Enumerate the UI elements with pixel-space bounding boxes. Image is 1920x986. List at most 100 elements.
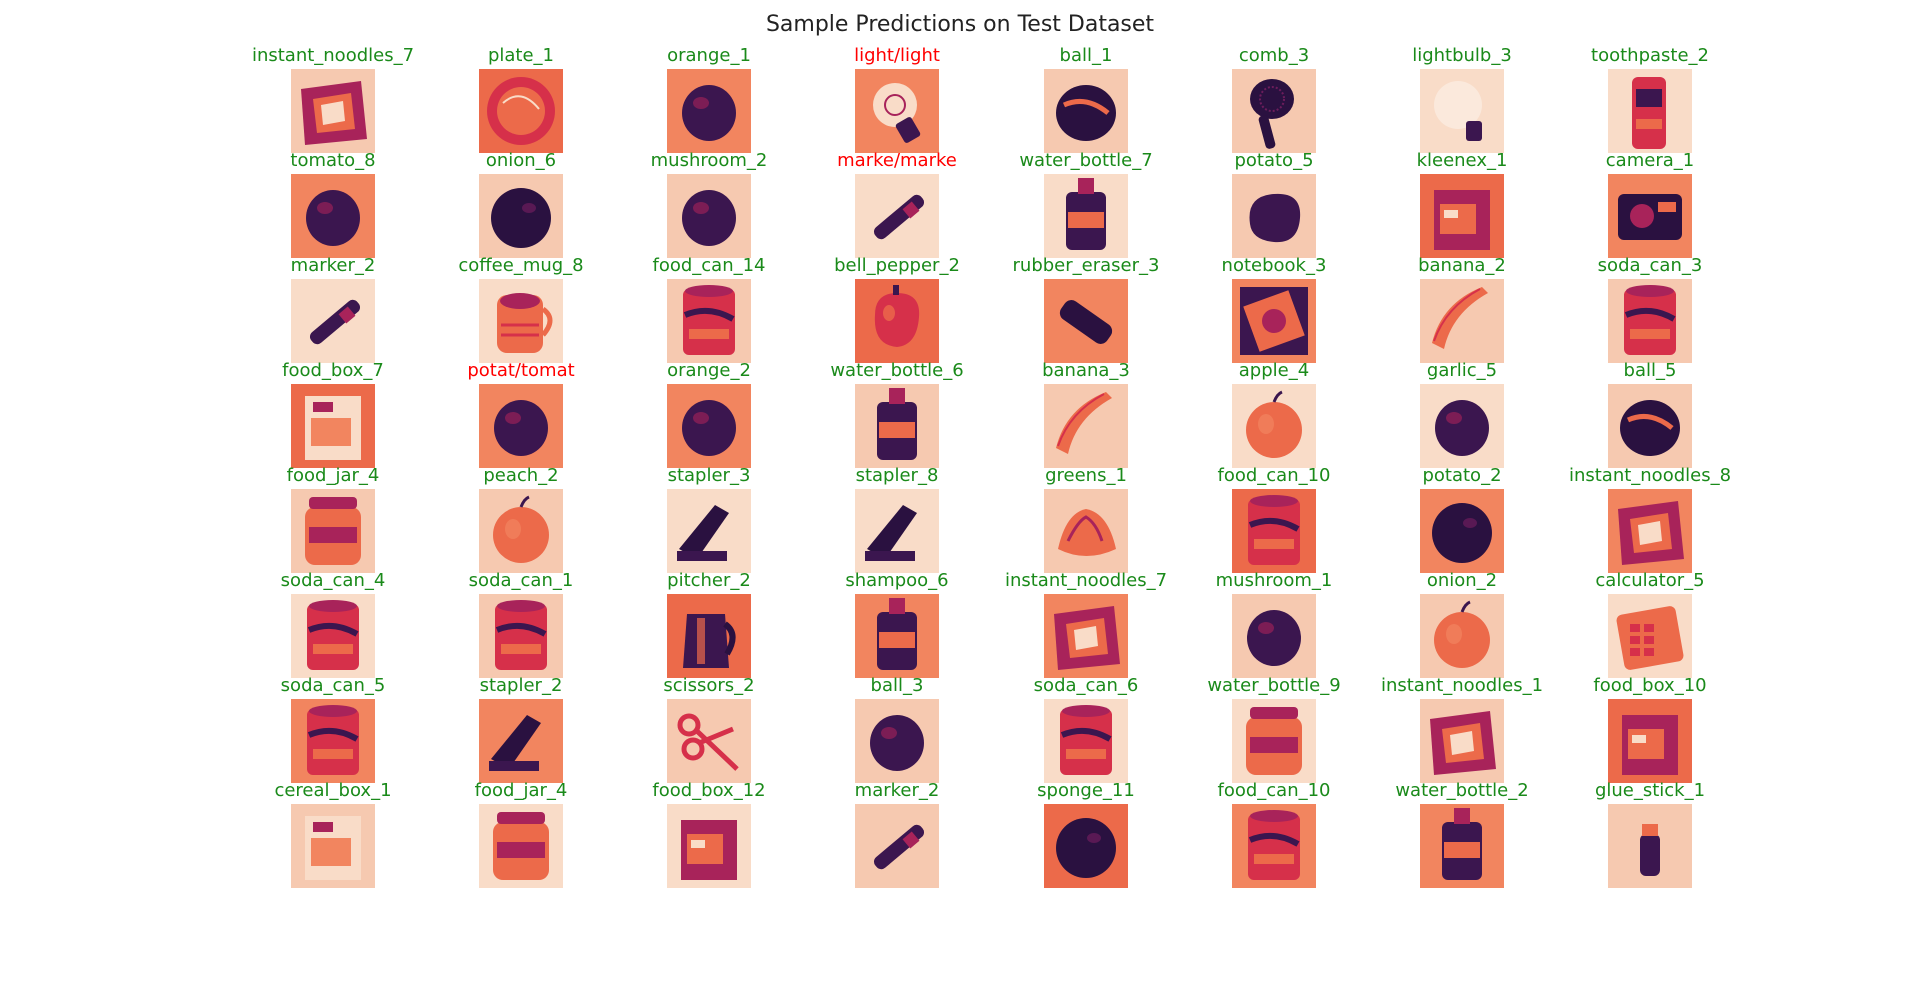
sample-cell: mushroom_2 <box>624 150 794 258</box>
sample-label: water_bottle_6 <box>830 360 964 381</box>
sample-label: food_box_12 <box>652 780 766 801</box>
figure-title: Sample Predictions on Test Dataset <box>765 12 1155 37</box>
sample-cell: greens_1 <box>1001 465 1171 573</box>
sample-thumbnail <box>667 384 751 468</box>
sample-thumbnail <box>1232 594 1316 678</box>
sample-label: toothpaste_2 <box>1591 45 1709 66</box>
sample-label: mushroom_2 <box>650 150 768 171</box>
sample-label: stapler_8 <box>855 465 939 486</box>
sample-thumbnail <box>855 384 939 468</box>
sample-cell: ball_3 <box>812 675 982 783</box>
sample-label: notebook_3 <box>1221 255 1327 276</box>
sample-cell: mushroom_1 <box>1189 570 1359 678</box>
sample-cell: stapler_3 <box>624 465 794 573</box>
sample-cell: plate_1 <box>436 45 606 153</box>
sample-cell: water_bottle_7 <box>1001 150 1171 258</box>
sample-thumbnail <box>291 279 375 363</box>
sample-label: calculator_5 <box>1595 570 1705 591</box>
sample-thumbnail <box>291 384 375 468</box>
sample-cell: soda_can_3 <box>1565 255 1735 363</box>
sample-label: onion_6 <box>485 150 557 171</box>
sample-cell: banana_2 <box>1377 255 1547 363</box>
sample-thumbnail <box>667 699 751 783</box>
sample-cell: potato_2 <box>1377 465 1547 573</box>
sample-label: kleenex_1 <box>1416 150 1508 171</box>
sample-label: pitcher_2 <box>667 570 751 591</box>
sample-thumbnail <box>479 699 563 783</box>
sample-thumbnail <box>291 594 375 678</box>
sample-thumbnail <box>855 279 939 363</box>
sample-cell: instant_noodles_7 <box>248 45 418 153</box>
sample-label: instant_noodles_8 <box>1568 465 1732 486</box>
sample-thumbnail <box>855 174 939 258</box>
sample-label: food_jar_4 <box>474 780 568 801</box>
sample-label: greens_1 <box>1045 465 1127 486</box>
sample-thumbnail <box>667 804 751 888</box>
sample-label: rubber_eraser_3 <box>1012 255 1160 276</box>
sample-label: tomato_8 <box>290 150 376 171</box>
sample-thumbnail <box>1420 804 1504 888</box>
sample-cell: peach_2 <box>436 465 606 573</box>
sample-cell: marke/marke <box>812 150 982 258</box>
sample-cell: soda_can_6 <box>1001 675 1171 783</box>
sample-label: camera_1 <box>1605 150 1695 171</box>
sample-label: potato_2 <box>1422 465 1502 486</box>
sample-thumbnail <box>479 69 563 153</box>
sample-label: stapler_3 <box>667 465 751 486</box>
sample-cell: banana_3 <box>1001 360 1171 468</box>
sample-cell: soda_can_5 <box>248 675 418 783</box>
sample-label: lightbulb_3 <box>1412 45 1512 66</box>
sample-cell: soda_can_4 <box>248 570 418 678</box>
sample-cell: food_jar_4 <box>436 780 606 888</box>
sample-label: food_box_10 <box>1593 675 1707 696</box>
sample-cell: food_can_10 <box>1189 465 1359 573</box>
sample-label: orange_2 <box>667 360 751 381</box>
sample-cell: notebook_3 <box>1189 255 1359 363</box>
sample-cell: toothpaste_2 <box>1565 45 1735 153</box>
sample-cell: onion_6 <box>436 150 606 258</box>
sample-cell: apple_4 <box>1189 360 1359 468</box>
sample-cell: ball_1 <box>1001 45 1171 153</box>
sample-label: banana_3 <box>1042 360 1130 381</box>
sample-cell: marker_2 <box>812 780 982 888</box>
sample-label: water_bottle_9 <box>1207 675 1341 696</box>
sample-thumbnail <box>1232 174 1316 258</box>
sample-cell: rubber_eraser_3 <box>1001 255 1171 363</box>
sample-thumbnail <box>855 489 939 573</box>
sample-thumbnail <box>291 804 375 888</box>
sample-label: water_bottle_2 <box>1395 780 1529 801</box>
sample-thumbnail <box>1232 804 1316 888</box>
sample-label: ball_5 <box>1623 360 1677 381</box>
sample-label: food_can_10 <box>1217 780 1331 801</box>
sample-cell: water_bottle_2 <box>1377 780 1547 888</box>
sample-thumbnail <box>667 174 751 258</box>
sample-thumbnail <box>1044 699 1128 783</box>
sample-thumbnail <box>1420 279 1504 363</box>
sample-cell: light/light <box>812 45 982 153</box>
sample-thumbnail <box>1232 699 1316 783</box>
sample-label: light/light <box>854 45 940 66</box>
sample-cell: cereal_box_1 <box>248 780 418 888</box>
sample-thumbnail <box>855 699 939 783</box>
sample-cell: potat/tomat <box>436 360 606 468</box>
sample-thumbnail <box>1420 699 1504 783</box>
sample-label: onion_2 <box>1426 570 1498 591</box>
sample-label: garlic_5 <box>1426 360 1498 381</box>
sample-label: marke/marke <box>837 150 957 171</box>
sample-cell: food_jar_4 <box>248 465 418 573</box>
sample-thumbnail <box>1608 489 1692 573</box>
sample-label: bell_pepper_2 <box>834 255 960 276</box>
sample-cell: water_bottle_6 <box>812 360 982 468</box>
sample-cell: food_can_10 <box>1189 780 1359 888</box>
sample-label: comb_3 <box>1238 45 1310 66</box>
sample-label: ball_1 <box>1059 45 1113 66</box>
sample-thumbnail <box>1044 489 1128 573</box>
sample-cell: pitcher_2 <box>624 570 794 678</box>
sample-thumbnail <box>667 594 751 678</box>
sample-label: marker_2 <box>854 780 940 801</box>
sample-thumbnail <box>479 804 563 888</box>
sample-label: water_bottle_7 <box>1019 150 1153 171</box>
sample-cell: orange_1 <box>624 45 794 153</box>
sample-cell: calculator_5 <box>1565 570 1735 678</box>
